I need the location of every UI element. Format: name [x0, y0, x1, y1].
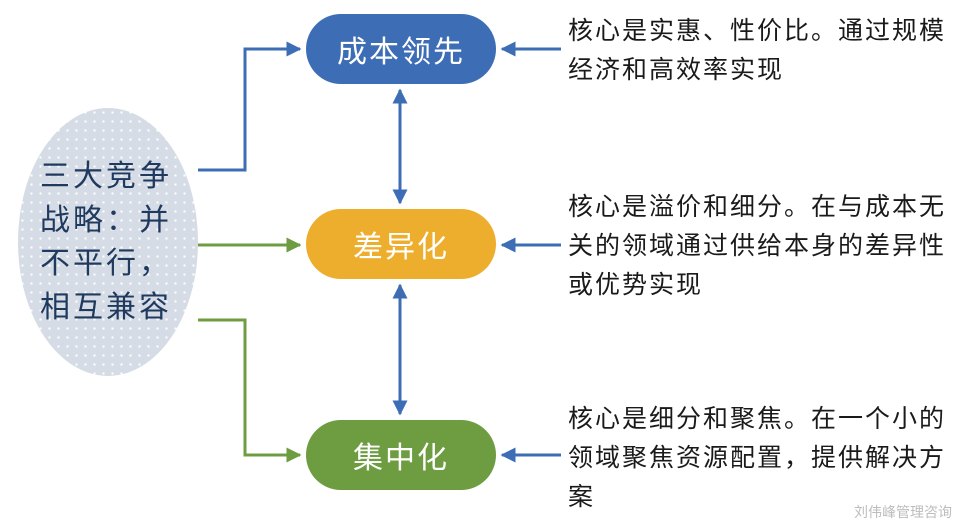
strategy-ellipse-text: 三大竞争战略：并不平行，相互兼容 [18, 155, 198, 329]
node-focus: 集中化 [306, 420, 496, 490]
desc-diff: 核心是溢价和细分。在与成本无关的领域通过供给本身的差异性或优势实现 [568, 188, 963, 304]
desc-cost: 核心是实惠、性价比。通过规模经济和高效率实现 [568, 12, 963, 90]
node-diff-label: 差异化 [353, 222, 449, 266]
node-cost-leadership: 成本领先 [306, 14, 496, 84]
node-differentiation: 差异化 [306, 209, 496, 279]
strategy-ellipse: 三大竞争战略：并不平行，相互兼容 [18, 108, 198, 376]
desc-focus: 核心是细分和聚焦。在一个小的领域聚焦资源配置，提供解决方案 [568, 400, 963, 516]
edge-ellipse-to-focus [198, 320, 300, 455]
watermark-text: 刘伟峰管理咨询 [854, 502, 952, 522]
node-cost-label: 成本领先 [337, 27, 465, 71]
node-focus-label: 集中化 [353, 433, 449, 477]
edge-ellipse-to-cost [198, 49, 300, 170]
